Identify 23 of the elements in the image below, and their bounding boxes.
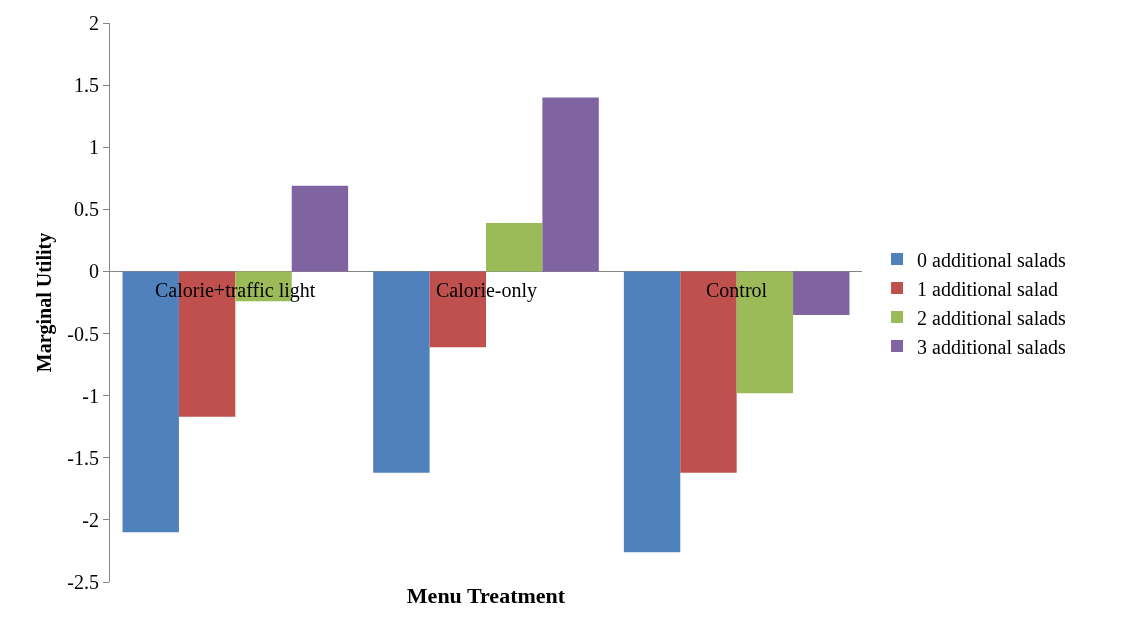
y-tick-label: -0.5: [67, 322, 99, 345]
bar: [486, 223, 543, 272]
y-tick-label: 0: [89, 260, 99, 283]
bar: [542, 97, 599, 272]
x-axis-title: Menu Treatment: [406, 582, 566, 608]
y-tick-label: 0.5: [74, 198, 99, 221]
y-tick-label: -1.5: [67, 446, 99, 469]
legend-label: 1 additional salad: [917, 277, 1059, 300]
y-axis-title: Marginal Utility: [32, 232, 56, 373]
x-tick-label: Control: [706, 279, 768, 301]
legend-label: 3 additional salads: [917, 335, 1067, 358]
y-tick-label: 1.5: [74, 74, 99, 97]
y-tick-label: 1: [89, 136, 99, 159]
bar: [373, 271, 430, 473]
y-tick-label: 2: [89, 12, 99, 34]
bar: [291, 185, 349, 272]
legend-label: 0 additional salads: [917, 248, 1067, 271]
y-tick-label: -2.5: [67, 571, 99, 593]
legend-label: 2 additional salads: [917, 306, 1067, 329]
bar: [793, 271, 850, 315]
bar: [623, 271, 681, 553]
y-tick-label: -2: [82, 508, 99, 531]
y-tick-label: -1: [82, 384, 99, 407]
